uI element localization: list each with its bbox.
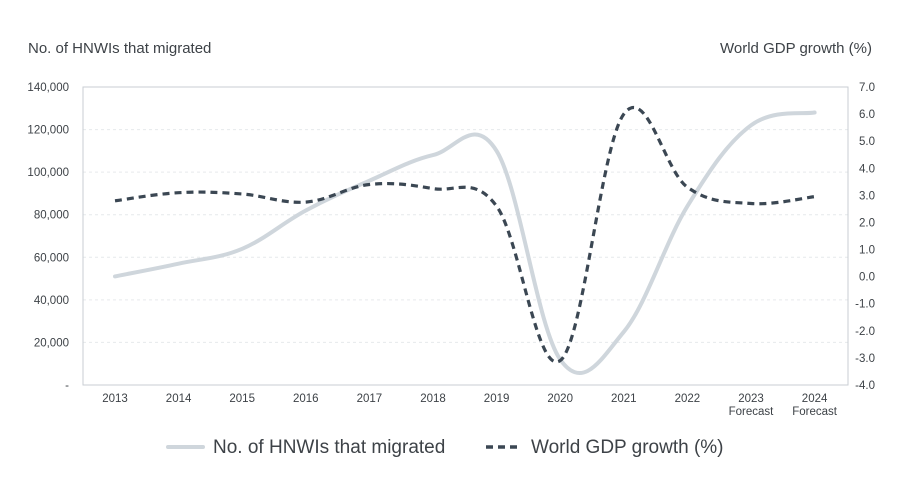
legend-label-gdp: World GDP growth (%) — [531, 437, 724, 458]
right-axis-title: World GDP growth (%) — [720, 40, 872, 57]
x-tick-label: 2017 — [357, 393, 383, 405]
legend: No. of HNWIs that migrated World GDP gro… — [166, 437, 724, 458]
right-tick-label: 0.0 — [859, 272, 875, 284]
left-axis-ticks: - 20,000 40,000 60,000 80,000 100,000 120,000 1… — [27, 82, 69, 392]
series-line-gdp — [114, 105, 815, 364]
x-tick-label: 2019 — [484, 393, 510, 405]
gridlines — [83, 129, 848, 343]
legend-label-hnwi: No. of HNWIs that migrated — [213, 437, 445, 458]
right-tick-label: -4.0 — [855, 380, 875, 392]
x-tick-label: 2023 — [738, 393, 764, 405]
series-line-hnwi — [113, 110, 817, 375]
x-tick-label: 2018 — [420, 393, 446, 405]
series-layer — [113, 105, 817, 375]
right-tick-label: 2.0 — [859, 217, 875, 229]
left-tick-label: 80,000 — [34, 210, 69, 222]
x-tick-label: 2021 — [611, 393, 637, 405]
left-tick-label: 100,000 — [27, 167, 69, 179]
x-tick-label: 2013 — [102, 393, 128, 405]
x-tick-label: 2020 — [547, 393, 573, 405]
right-tick-label: 6.0 — [859, 109, 875, 121]
x-tick-sublabel: Forecast — [729, 406, 775, 418]
x-tick-label: 2022 — [675, 393, 701, 405]
right-tick-label: 5.0 — [859, 136, 875, 148]
left-tick-label: 140,000 — [27, 82, 69, 94]
left-axis-title: No. of HNWIs that migrated — [28, 40, 211, 57]
x-axis-ticks: 2013 2014 2015 2016 2017 2018 2019 2020 2021 2022… — [102, 393, 838, 418]
x-tick-sublabel: Forecast — [792, 406, 838, 418]
right-tick-label: 4.0 — [859, 163, 875, 175]
right-tick-label: -1.0 — [855, 299, 875, 311]
right-tick-label: -2.0 — [855, 326, 875, 338]
right-tick-label: 3.0 — [859, 190, 875, 202]
x-tick-label: 2016 — [293, 393, 319, 405]
left-tick-label: 20,000 — [34, 337, 69, 349]
right-tick-label: -3.0 — [855, 353, 875, 365]
right-axis-ticks: -4.0 -3.0 -2.0 -1.0 0.0 1.0 2.0 3.0 4.0 5.0 6.0 7.0 — [855, 82, 875, 392]
x-tick-label: 2014 — [166, 393, 192, 405]
left-tick-label: - — [65, 380, 69, 392]
right-tick-label: 7.0 — [859, 82, 875, 94]
x-tick-label: 2015 — [229, 393, 255, 405]
left-tick-label: 60,000 — [34, 252, 69, 264]
left-tick-label: 40,000 — [34, 295, 69, 307]
plot-frame — [82, 86, 849, 386]
right-tick-label: 1.0 — [859, 245, 875, 257]
left-tick-label: 120,000 — [27, 125, 69, 137]
x-tick-label: 2024 — [802, 393, 828, 405]
